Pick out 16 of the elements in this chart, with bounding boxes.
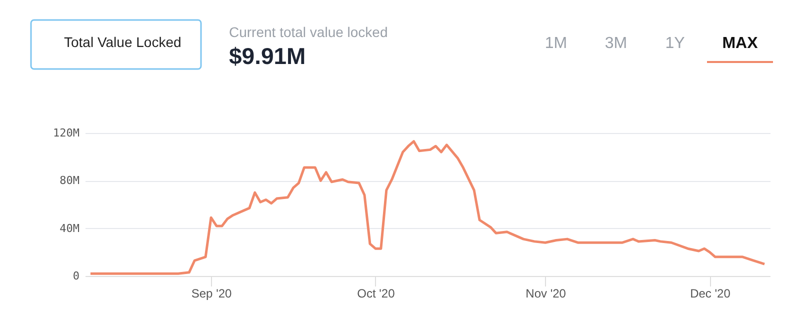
text: 1M (544, 35, 568, 52)
y-tick-label: 120M (53, 126, 80, 140)
text: Total Value Locked (64, 34, 182, 50)
x-tick-label: Sep '20 (191, 286, 232, 300)
text: MAX (722, 35, 758, 52)
x-tick-label: Nov '20 (526, 286, 566, 300)
x-tick-label: Dec '20 (690, 286, 731, 300)
text: 3M (604, 35, 628, 52)
text: Current total value locked (229, 24, 388, 40)
y-tick-label: 40M (60, 222, 80, 235)
y-tick-label: 80M (60, 174, 80, 188)
line-series (89, 140, 766, 275)
text: $9.91M (229, 43, 306, 69)
y-tick-label: 0 (72, 270, 80, 282)
x-tick-label: Oct '20 (357, 286, 396, 300)
text: 1Y (665, 35, 686, 52)
